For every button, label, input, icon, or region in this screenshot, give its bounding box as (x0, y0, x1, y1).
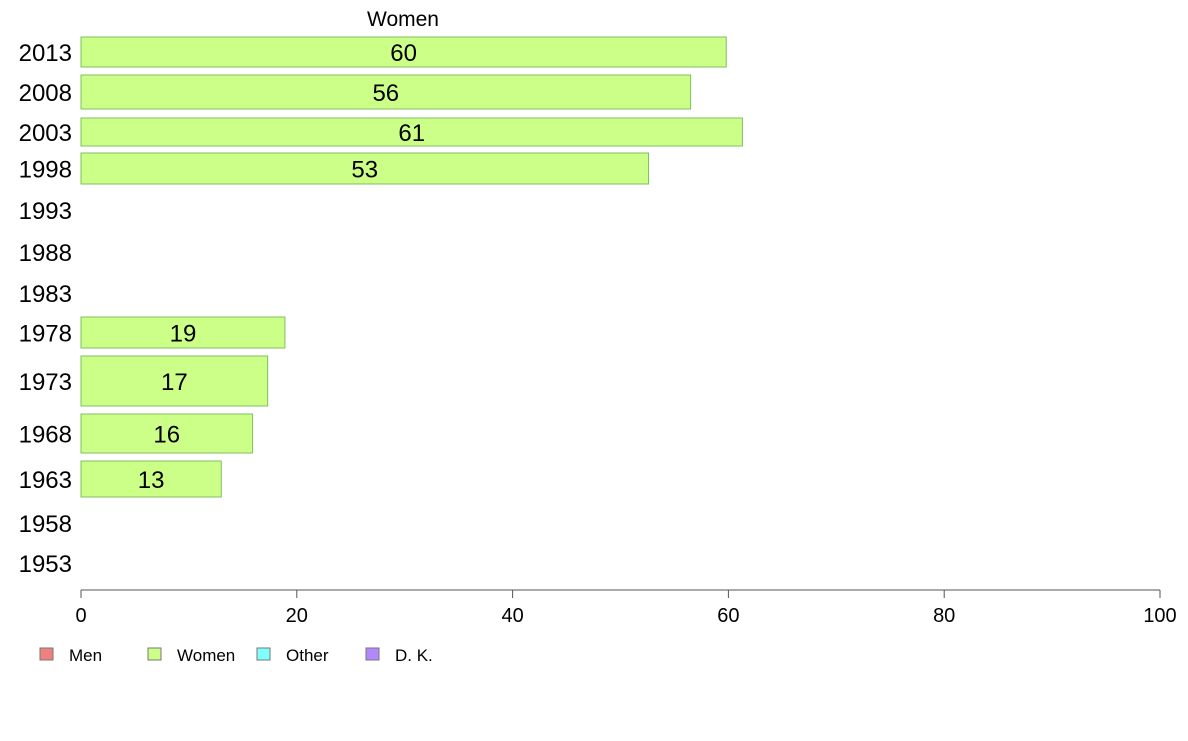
bar-value-label: 61 (398, 120, 425, 147)
bar-women-2013 (80, 36, 727, 68)
x-tick-label: 60 (717, 605, 739, 627)
legend-swatch (147, 647, 162, 661)
year-label: 1963 (19, 467, 72, 494)
x-tick-label: 40 (501, 605, 523, 627)
bar-women-1978 (80, 316, 286, 349)
legend: Men Women Other D. K. (39, 646, 433, 665)
bar-women-1998 (80, 152, 650, 185)
legend-swatch (256, 647, 271, 661)
bar-value-label: 60 (390, 40, 417, 67)
year-label: 1988 (19, 240, 72, 267)
year-label: 1998 (19, 157, 72, 184)
legend-swatch (365, 647, 380, 661)
bar-value-label: 16 (153, 422, 180, 449)
bar-women-1968 (80, 413, 254, 454)
year-label: 1983 (19, 281, 72, 308)
year-label: 2003 (19, 120, 72, 147)
bar-value-label: 19 (170, 321, 197, 348)
chart-title: Women (367, 8, 439, 31)
legend-label: Women (177, 646, 235, 665)
legend-label: Men (69, 646, 102, 665)
year-label: 1953 (19, 551, 72, 578)
bar-women-2003 (80, 117, 743, 147)
year-label: 1978 (19, 321, 72, 348)
year-label: 2008 (19, 80, 72, 107)
bars-layer: 60 56 61 53 19 17 16 13 (80, 36, 743, 498)
bar-value-label: 13 (138, 467, 165, 494)
legend-label: D. K. (395, 646, 433, 665)
bar-women-2008 (80, 74, 692, 110)
x-tick-label: 100 (1143, 605, 1176, 627)
year-label: 2013 (19, 40, 72, 67)
year-label: 1993 (19, 198, 72, 225)
x-tick-label: 80 (933, 605, 955, 627)
year-label: 1973 (19, 369, 72, 396)
bar-value-label: 53 (351, 157, 378, 184)
x-tick-label: 0 (75, 605, 86, 627)
bar-value-label: 56 (372, 80, 399, 107)
bar-value-label: 17 (161, 369, 188, 396)
bar-women-1973 (80, 355, 269, 407)
year-label: 1968 (19, 422, 72, 449)
year-label: 1958 (19, 511, 72, 538)
x-tick-label: 20 (286, 605, 308, 627)
year-labels: 2013 2008 2003 1998 1993 1988 1983 1978 1973 1968… (19, 40, 72, 578)
legend-label: Other (286, 646, 329, 665)
legend-swatch (39, 647, 54, 661)
bar-women-1963 (80, 460, 222, 498)
x-axis: 0 20 40 60 80 100 (75, 589, 1177, 627)
